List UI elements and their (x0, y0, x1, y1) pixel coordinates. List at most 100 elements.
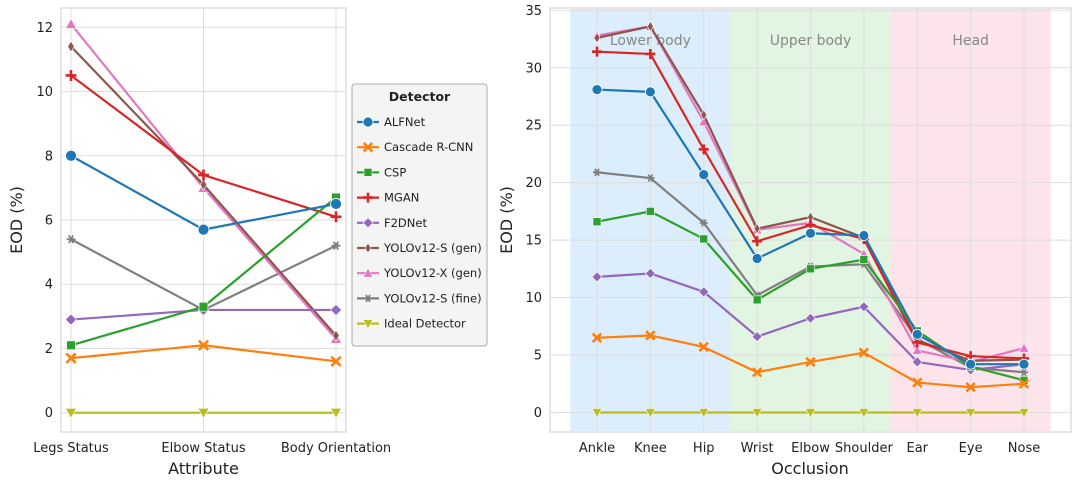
series-right (591, 20, 1030, 419)
point-yolov12-s-gen-ankle (593, 32, 601, 44)
legend-marker-alfnet (362, 116, 374, 128)
series-cascade-r-cnn (591, 330, 1030, 393)
attribute-chart: 0 2 4 6 8 10 12 Legs Status Elbow Status Body Or… (7, 7, 391, 478)
series-alfnet (591, 84, 1030, 370)
point-ideal-detector-body-orientation (329, 408, 343, 419)
point-yolov12-s-fine-ankle (593, 168, 601, 177)
point-csp-ankle (592, 217, 602, 227)
point-mgan-legs-status (65, 69, 77, 81)
point-ideal-detector-legs-status (64, 408, 78, 419)
x-tick-label-knee: Knee (634, 441, 667, 456)
point-csp-elbow-status (198, 302, 209, 312)
point-ideal-detector-ankle (591, 408, 603, 419)
point-csp-knee (646, 207, 655, 216)
point-cascade-r-cnn-shoulder (858, 347, 870, 358)
point-mgan-knee (645, 48, 656, 59)
point-f2dnet-body-orientation (330, 304, 342, 316)
point-cascade-r-cnn-knee (645, 330, 656, 341)
y-tick-label: 35 (525, 4, 542, 19)
series-ideal-detector (64, 408, 343, 419)
point-yolov12-s-fine-body-orientation (331, 241, 341, 250)
point-ideal-detector-nose (1018, 408, 1030, 419)
y-axis-label-right: EOD (%) (497, 186, 516, 254)
point-yolov12-s-fine-knee (646, 174, 655, 182)
point-alfnet-elbow (805, 227, 816, 239)
point-yolov12-x-gen-nose (1018, 342, 1030, 353)
point-alfnet-elbow-status (197, 223, 210, 236)
point-ideal-detector-elbow-status (197, 408, 210, 419)
y-ticks-left: 0 2 4 6 8 10 12 (36, 21, 53, 421)
series-ideal-detector (591, 408, 1030, 419)
point-alfnet-knee (644, 86, 656, 98)
point-alfnet-nose (1018, 358, 1030, 370)
point-alfnet-legs-status (65, 149, 77, 162)
y-tick-label: 10 (525, 291, 542, 306)
point-cascade-r-cnn-elbow-status (197, 339, 210, 351)
point-f2dnet-ear (911, 356, 923, 368)
x-tick-label-body-orientation: Body Orientation (281, 441, 391, 456)
point-yolov12-x-gen-ear (911, 344, 923, 355)
point-cascade-r-cnn-body-orientation (330, 355, 342, 367)
point-yolov12-x-gen-legs-status (64, 17, 78, 29)
point-csp-elbow (806, 264, 815, 274)
point-f2dnet-elbow (805, 312, 816, 324)
series-mgan (65, 69, 342, 223)
point-ideal-detector-shoulder (858, 408, 870, 419)
point-ideal-detector-elbow (804, 408, 817, 419)
point-alfnet-ear (911, 328, 923, 340)
point-yolov12-s-fine-legs-status (66, 234, 76, 244)
point-ideal-detector-hip (698, 408, 710, 419)
legend-marker-yolov12-s-gen (364, 242, 372, 254)
y-tick-label: 4 (45, 278, 53, 293)
x-tick-label-ankle: Ankle (579, 441, 615, 456)
x-tick-label-legs-status: Legs Status (33, 441, 109, 456)
y-tick-label: 15 (525, 234, 542, 249)
region-label-head: Head (952, 33, 989, 49)
point-mgan-wrist (752, 236, 763, 247)
point-f2dnet-knee (644, 268, 656, 279)
series-alfnet (65, 149, 342, 236)
point-yolov12-s-gen-elbow-status (199, 178, 208, 191)
point-mgan-elbow-status (198, 169, 209, 181)
series-cascade-r-cnn (65, 339, 342, 367)
point-f2dnet-legs-status (65, 313, 77, 326)
y-tick-label: 6 (45, 214, 53, 229)
series-left (64, 17, 343, 419)
point-alfnet-body-orientation (330, 198, 342, 210)
legend-item-yolov12-s-fine: YOLOv12-S (fine) (357, 291, 482, 305)
point-yolov12-s-gen-hip (700, 109, 708, 121)
y-tick-label: 25 (525, 119, 542, 134)
legend-title: Detector (389, 89, 451, 104)
y-tick-label: 0 (534, 406, 542, 421)
legend: Detector ALFNet Cascade R-CNN CSP MGAN F2DNe… (351, 83, 488, 347)
series-csp (66, 192, 341, 350)
point-cascade-r-cnn-ankle (591, 332, 603, 343)
point-mgan-hip (698, 144, 709, 155)
y-axis-label-left: EOD (%) (7, 186, 26, 254)
legend-marker-yolov12-x-gen (362, 267, 374, 278)
x-tick-label-wrist: Wrist (741, 441, 774, 456)
legend-box (351, 83, 488, 347)
series-yolov12-s-gen (67, 40, 340, 342)
point-yolov12-s-gen-legs-status (67, 40, 75, 53)
legend-item-cascade-r-cnn: Cascade R-CNN (357, 140, 473, 154)
legend-item-csp: CSP (357, 165, 406, 179)
point-cascade-r-cnn-eye (965, 382, 976, 393)
point-yolov12-s-gen-body-orientation (332, 329, 340, 342)
legend-label: YOLOv12-S (gen) (383, 241, 482, 255)
point-alfnet-ankle (591, 84, 603, 95)
y-ticks-right: 0 5 10 15 20 25 30 35 (525, 4, 542, 421)
point-alfnet-hip (698, 169, 710, 181)
occlusion-chart: Lower body Upper body Head 05101520253035 … (497, 4, 1072, 478)
point-yolov12-s-fine-nose (1020, 368, 1028, 377)
point-ideal-detector-ear (911, 408, 923, 419)
legend-label: YOLOv12-S (fine) (383, 291, 482, 305)
point-alfnet-wrist (751, 253, 763, 264)
point-csp-hip (699, 234, 709, 244)
y-tick-label: 0 (45, 406, 53, 421)
point-csp-wrist (752, 295, 762, 305)
point-f2dnet-shoulder (858, 301, 870, 313)
legend-item-yolov12-s-gen: YOLOv12-S (gen) (357, 241, 482, 255)
x-ticks-right: Ankle Knee Hip Wrist Elbow Shoulder Ear Eye Nose (579, 441, 1040, 456)
